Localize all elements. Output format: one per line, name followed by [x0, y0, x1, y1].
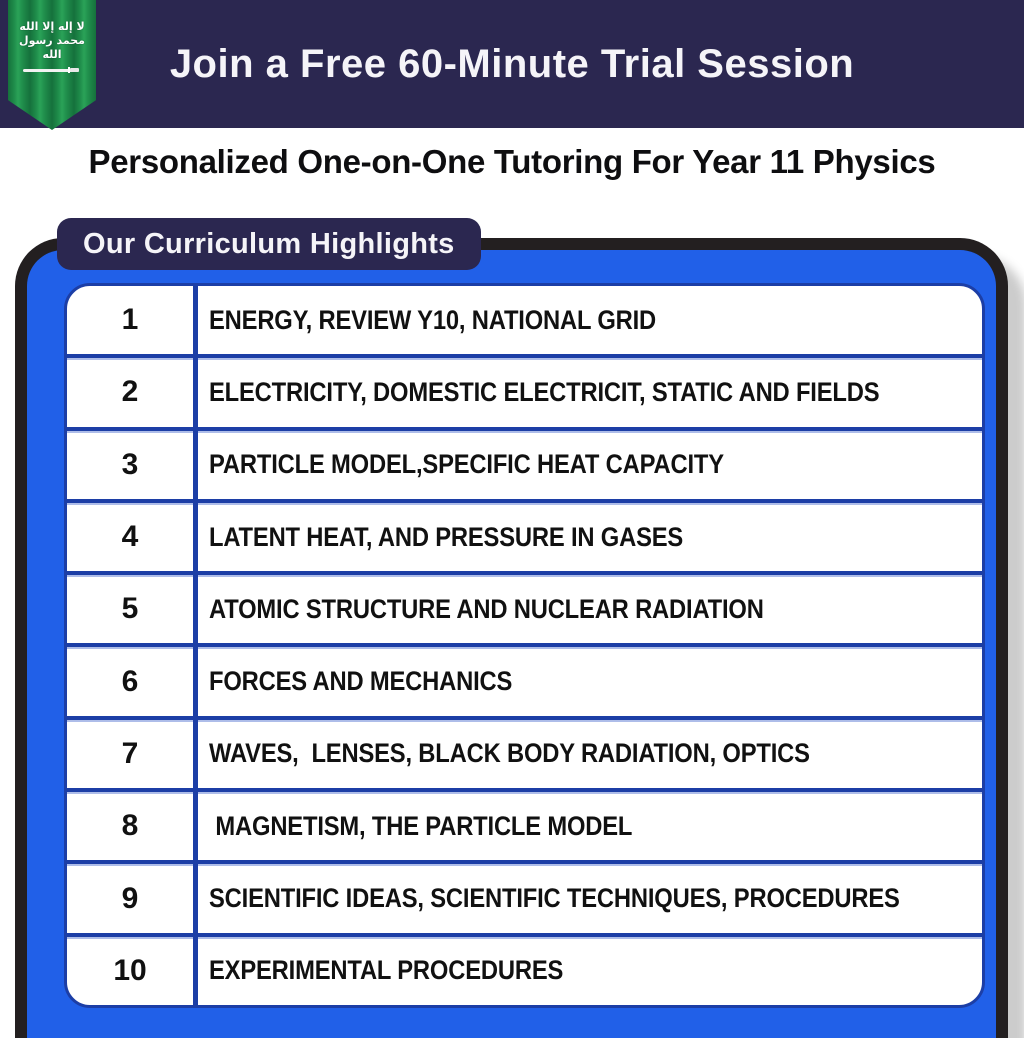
row-topic-text: ATOMIC STRUCTURE AND NUCLEAR RADIATION — [209, 593, 764, 624]
row-topic: ATOMIC STRUCTURE AND NUCLEAR RADIATION — [198, 575, 982, 643]
table-row: 1 ENERGY, REVIEW Y10, NATIONAL GRID — [67, 286, 982, 355]
row-number: 2 — [67, 358, 198, 427]
sword-icon — [23, 67, 81, 74]
table-row: 7 WAVES, LENSES, BLACK BODY RADIATION, O… — [67, 715, 982, 789]
curriculum-frame: 1 ENERGY, REVIEW Y10, NATIONAL GRID 2 EL… — [15, 238, 1008, 1038]
row-topic: LATENT HEAT, AND PRESSURE IN GASES — [198, 503, 982, 571]
table-row: 5 ATOMIC STRUCTURE AND NUCLEAR RADIATION — [67, 571, 982, 644]
row-topic-text: FORCES AND MECHANICS — [209, 666, 513, 697]
row-topic: SCIENTIFIC IDEAS, SCIENTIFIC TECHNIQUES,… — [198, 864, 982, 932]
table-row: 2 ELECTRICITY, DOMESTIC ELECTRICIT, STAT… — [67, 354, 982, 427]
curriculum-table: 1 ENERGY, REVIEW Y10, NATIONAL GRID 2 EL… — [64, 283, 985, 1008]
sword-blade — [23, 69, 73, 72]
curriculum-label-chip: Our Curriculum Highlights — [57, 218, 481, 270]
page-title: Join a Free 60-Minute Trial Session — [169, 41, 855, 86]
row-topic-text: ENERGY, REVIEW Y10, NATIONAL GRID — [209, 304, 657, 335]
row-number: 9 — [67, 864, 198, 933]
row-topic-text: SCIENTIFIC IDEAS, SCIENTIFIC TECHNIQUES,… — [209, 883, 900, 914]
row-topic-text: WAVES, LENSES, BLACK BODY RADIATION, OPT… — [209, 738, 810, 769]
row-topic: MAGNETISM, THE PARTICLE MODEL — [198, 792, 982, 860]
row-number: 7 — [67, 719, 198, 789]
row-number: 10 — [67, 936, 198, 1005]
row-topic: WAVES, LENSES, BLACK BODY RADIATION, OPT… — [198, 720, 982, 788]
sword-hilt — [70, 68, 79, 73]
table-row: 6 FORCES AND MECHANICS — [67, 643, 982, 716]
shahada-text: لا إله إلا الله محمد رسول الله — [19, 20, 85, 61]
row-topic: PARTICLE MODEL,SPECIFIC HEAT CAPACITY — [198, 431, 982, 499]
row-topic: EXPERIMENTAL PROCEDURES — [198, 937, 982, 1005]
row-number: 1 — [67, 286, 198, 355]
table-row: 9 SCIENTIFIC IDEAS, SCIENTIFIC TECHNIQUE… — [67, 860, 982, 933]
row-number: 5 — [67, 575, 198, 644]
row-topic-text: EXPERIMENTAL PROCEDURES — [209, 955, 564, 986]
curriculum-label: Our Curriculum Highlights — [83, 227, 455, 260]
row-topic-text: PARTICLE MODEL,SPECIFIC HEAT CAPACITY — [209, 449, 724, 480]
table-row: 8 MAGNETISM, THE PARTICLE MODEL — [67, 788, 982, 861]
row-number: 6 — [67, 647, 198, 716]
row-topic-text: LATENT HEAT, AND PRESSURE IN GASES — [209, 521, 684, 552]
row-topic: ENERGY, REVIEW Y10, NATIONAL GRID — [198, 286, 982, 354]
table-row: 3 PARTICLE MODEL,SPECIFIC HEAT CAPACITY — [67, 426, 982, 499]
subtitle: Personalized One-on-One Tutoring For Yea… — [88, 143, 936, 180]
saudi-flag-icon: لا إله إلا الله محمد رسول الله — [8, 0, 96, 130]
row-topic-text: ELECTRICITY, DOMESTIC ELECTRICIT, STATIC… — [209, 376, 880, 407]
row-number: 8 — [67, 792, 198, 861]
row-topic: ELECTRICITY, DOMESTIC ELECTRICIT, STATIC… — [198, 358, 982, 426]
row-topic-text: MAGNETISM, THE PARTICLE MODEL — [209, 810, 633, 841]
sword-guard — [67, 67, 70, 74]
row-topic: FORCES AND MECHANICS — [198, 647, 982, 715]
banner: Join a Free 60-Minute Trial Session — [0, 0, 1024, 128]
table-row: 4 LATENT HEAT, AND PRESSURE IN GASES — [67, 498, 982, 572]
row-number: 3 — [67, 430, 198, 499]
table-row: 10 EXPERIMENTAL PROCEDURES — [67, 932, 982, 1005]
row-number: 4 — [67, 502, 198, 572]
